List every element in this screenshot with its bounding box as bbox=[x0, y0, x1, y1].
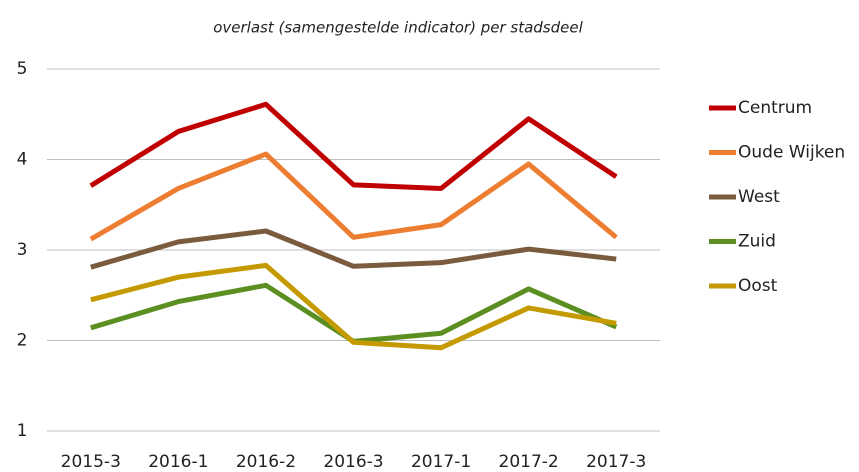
y-tick-label: 5 bbox=[17, 59, 28, 79]
y-tick-label: 1 bbox=[17, 421, 28, 441]
series-line bbox=[90, 228, 617, 270]
legend-label: Zuid bbox=[738, 232, 776, 252]
legend-label: West bbox=[738, 187, 780, 207]
series-line bbox=[90, 262, 617, 351]
series-line bbox=[90, 282, 618, 344]
legend-label: Centrum bbox=[738, 98, 812, 118]
x-tick-label: 2015-3 bbox=[61, 452, 121, 472]
x-tick-label: 2017-3 bbox=[586, 452, 646, 472]
x-tick-label: 2016-3 bbox=[323, 452, 383, 472]
x-tick-label: 2016-2 bbox=[236, 452, 296, 472]
legend-label: Oude Wijken bbox=[738, 143, 845, 163]
chart-title: overlast (samengestelde indicator) per s… bbox=[213, 19, 583, 37]
y-tick-label: 2 bbox=[17, 331, 28, 351]
y-tick-label: 4 bbox=[17, 150, 28, 170]
x-tick-label: 2017-2 bbox=[499, 452, 559, 472]
series-line bbox=[89, 101, 618, 191]
y-tick-label: 3 bbox=[17, 240, 28, 260]
x-tick-label: 2017-1 bbox=[411, 452, 471, 472]
legend-label: Oost bbox=[738, 276, 778, 296]
series-line bbox=[89, 151, 618, 242]
x-tick-label: 2016-1 bbox=[148, 452, 208, 472]
